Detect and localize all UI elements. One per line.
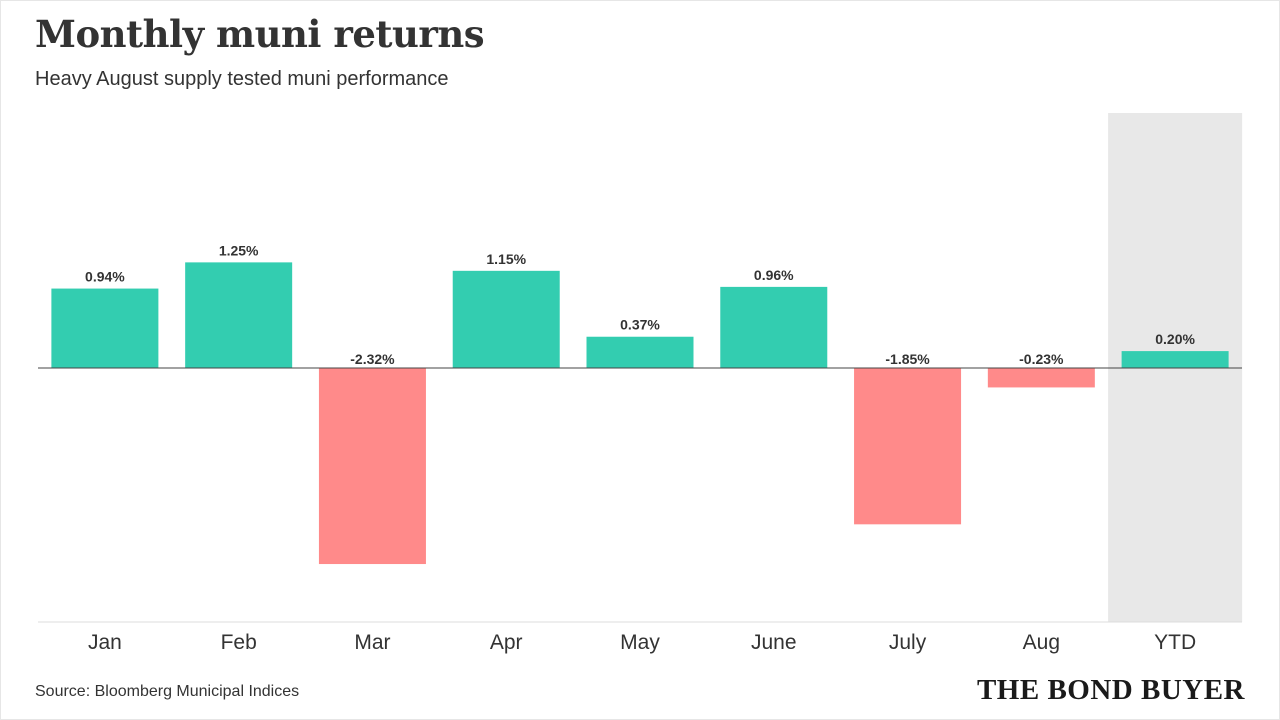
x-tick-label-apr: Apr [490, 631, 523, 654]
data-label-may: 0.37% [620, 317, 660, 333]
data-label-june: 0.96% [754, 267, 794, 283]
chart-subtitle: Heavy August supply tested muni performa… [35, 68, 449, 90]
bar-june [720, 286, 828, 368]
chart-title: Monthly muni returns [35, 12, 485, 56]
bar-feb [185, 262, 293, 368]
bar-may [586, 336, 694, 368]
data-label-aug: -0.23% [1019, 351, 1064, 367]
x-tick-label-june: June [751, 631, 797, 654]
data-label-jan: 0.94% [85, 269, 125, 285]
bar-apr [452, 270, 560, 368]
x-tick-label-feb: Feb [221, 631, 257, 654]
x-tick-label-july: July [889, 631, 927, 654]
data-label-mar: -2.32% [350, 351, 395, 367]
source-note: Source: Bloomberg Municipal Indices [35, 683, 300, 700]
bar-july [854, 368, 962, 525]
brand-logo: THE BOND BUYER [976, 674, 1245, 706]
bar-mar [318, 368, 426, 565]
bar-jan [51, 288, 159, 368]
data-label-feb: 1.25% [219, 242, 259, 258]
x-tick-label-jan: Jan [88, 631, 122, 654]
x-tick-label-may: May [620, 631, 660, 654]
x-tick-label-aug: Aug [1023, 631, 1060, 654]
x-tick-label-mar: Mar [354, 631, 390, 654]
data-label-ytd: 0.20% [1155, 331, 1195, 347]
bar-ytd [1121, 351, 1229, 368]
bar-aug [987, 368, 1095, 388]
x-tick-label-ytd: YTD [1154, 631, 1196, 654]
data-label-apr: 1.15% [486, 251, 526, 267]
data-label-july: -1.85% [885, 351, 930, 367]
